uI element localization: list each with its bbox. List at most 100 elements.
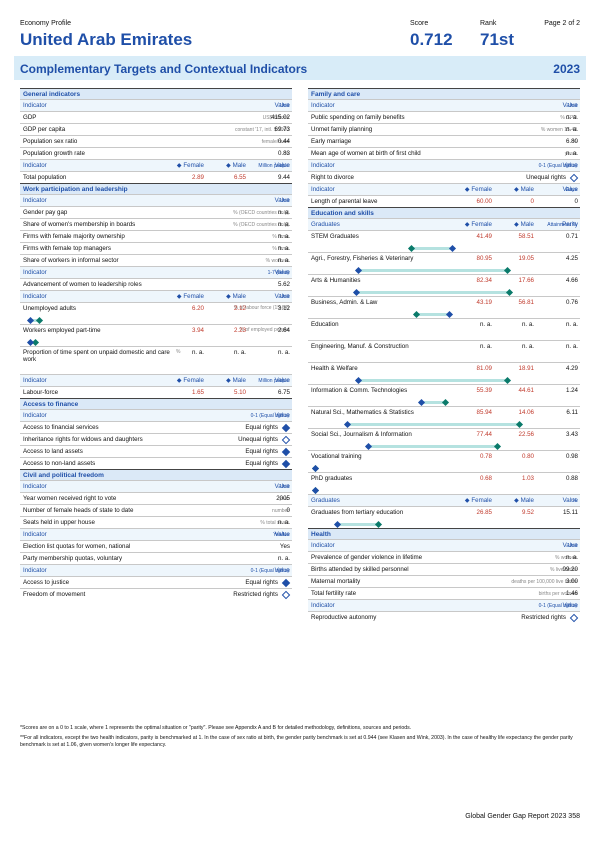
female-cell: 0.78 — [479, 453, 492, 460]
female-marker — [503, 376, 511, 385]
section-header: Work participation and leadership — [20, 183, 292, 194]
value-cell: Value — [274, 483, 290, 490]
column-header-row: Graduates% ◆ Female ◆ Male Value — [308, 494, 580, 506]
row-label: Freedom of movement — [23, 591, 86, 598]
parity-bar — [23, 316, 289, 325]
value-cell: 3.43 — [565, 431, 578, 438]
value-cell: Value — [274, 412, 290, 419]
female-cell: 2.89 — [191, 174, 204, 181]
male-cell: 9.52 — [521, 509, 534, 516]
table-row: Proportion of time spent on unpaid domes… — [20, 346, 292, 374]
value-cell: n. a. — [277, 221, 290, 228]
table-row: Total fertility rate births per woman 1.46 — [308, 587, 580, 599]
value-cell: Value — [274, 567, 290, 574]
column-header-row: Indicator Unit Value — [20, 480, 292, 492]
female-cell: 85.94 — [476, 409, 492, 416]
column-header-row: Indicator 0-1 (Equal rights) Value — [20, 409, 292, 421]
male-cell: 18.91 — [518, 365, 534, 372]
row-label: Indicator — [23, 197, 47, 204]
table-row: Information & Comm. Technologies 55.39 44.… — [308, 384, 580, 407]
table-row: Maternal mortality deaths per 100,000 liv… — [308, 575, 580, 587]
bar-range — [356, 269, 505, 272]
value-cell: 0 — [286, 507, 290, 514]
row-label: Family and care — [311, 90, 361, 98]
row-label: Births attended by skilled personnel — [311, 566, 409, 573]
female-marker — [515, 420, 523, 429]
male-cell: ◆ Male — [514, 497, 534, 504]
bar-range — [413, 313, 448, 316]
table-row: Agri., Forestry, Fisheries & Veterinary 8… — [308, 252, 580, 275]
value-cell: Equal rights — [245, 424, 278, 431]
bar-range — [344, 423, 517, 426]
unit-note: % women 15-49 — [540, 126, 577, 133]
row-label: Workers employed part-time — [23, 327, 101, 334]
unit-note: % of employed people — [239, 327, 289, 333]
band-year: 2023 — [553, 62, 580, 76]
table-row: STEM Graduates 41.49 58.51 0.71 — [308, 230, 580, 253]
female-cell: 26.85 — [476, 509, 492, 516]
right-column: Family and care Indicator Unit Value Public … — [308, 88, 580, 623]
table-row: Reproductive autonomy Restricted rights — [308, 611, 580, 623]
table-row: Engineering, Manuf. & Construction n. a. n… — [308, 340, 580, 362]
female-cell: ◆ Female — [464, 497, 492, 504]
male-cell: 56.81 — [518, 299, 534, 306]
female-cell: 1.65 — [191, 389, 204, 396]
table-row: Year women received right to vote year 200… — [20, 492, 292, 504]
row-label: Graduates — [311, 221, 340, 228]
section-header: Access to finance — [20, 398, 292, 409]
table-row: PhD graduates 0.68 1.03 0.88 — [308, 472, 580, 495]
female-cell: 60.00 — [476, 198, 492, 205]
table-row: Vocational training 0.78 0.80 0.98 — [308, 450, 580, 473]
male-marker — [343, 420, 351, 429]
value-cell: Value — [562, 102, 578, 109]
parity-bar — [311, 244, 577, 253]
unit-note: % (OECD countries only) — [233, 209, 289, 216]
value-cell: 4.29 — [565, 365, 578, 372]
row-label: Civil and political freedom — [23, 471, 104, 479]
left-column: General indicators Indicator Unit Value GDP U… — [20, 88, 292, 600]
row-label: Graduates — [311, 497, 340, 504]
row-label: Indicator — [23, 269, 47, 276]
row-label: Number of female heads of state to date — [23, 507, 134, 514]
value-cell: Value — [274, 102, 290, 109]
female-cell: 3.94 — [191, 327, 204, 334]
unit-label: 0-1 (Equal rights) — [250, 412, 289, 419]
table-row: Prevalence of gender violence in lifetim… — [308, 551, 580, 563]
row-label: Indicator — [311, 162, 335, 169]
table-row: Firms with female majority ownership % fi… — [20, 230, 292, 242]
bar-range — [334, 523, 376, 526]
column-header-row: Indicator Unit Value — [308, 539, 580, 551]
parity-bar — [311, 520, 577, 529]
male-cell: n. a. — [233, 349, 246, 356]
table-row: Unmet family planning % women 15-49 n. a. — [308, 123, 580, 135]
female-cell: 81.09 — [476, 365, 492, 372]
value-cell: Value — [274, 162, 290, 169]
row-label: Length of parental leave — [311, 198, 378, 205]
value-cell: 3.00 — [565, 578, 578, 585]
footnote-1: *Scores are on a 0 to 1 scale, where 1 r… — [20, 725, 412, 731]
male-cell: 2.23 — [233, 327, 246, 334]
unit-label: Days — [565, 186, 577, 193]
bar-range — [409, 247, 450, 250]
table-row: Party membership quotas, voluntary n. a. — [20, 552, 292, 564]
unit-label: Million people — [258, 377, 289, 384]
row-label: Unemployed adults — [23, 305, 76, 312]
female-cell: 41.49 — [476, 233, 492, 240]
female-cell: ◆ Female — [464, 221, 492, 228]
unit-label: Unit — [568, 542, 577, 549]
female-cell: 0.68 — [479, 475, 492, 482]
row-label: Maternal mortality — [311, 578, 361, 585]
column-header-row: Indicator Unit Value — [20, 194, 292, 206]
female-cell: 43.19 — [476, 299, 492, 306]
male-cell: ◆ Male — [514, 221, 534, 228]
row-label: Graduates from tertiary education — [311, 509, 404, 516]
table-row: Election list quotas for women, national… — [20, 540, 292, 552]
female-marker — [441, 398, 449, 407]
male-marker — [448, 244, 456, 253]
value-cell: Yes — [279, 543, 290, 550]
unit-label: Unit — [568, 102, 577, 109]
row-label: GDP per capita — [23, 126, 66, 133]
value-cell: Value — [274, 531, 290, 538]
table-row: Access to justice Equal rights — [20, 576, 292, 588]
female-cell: n. a. — [479, 343, 492, 350]
